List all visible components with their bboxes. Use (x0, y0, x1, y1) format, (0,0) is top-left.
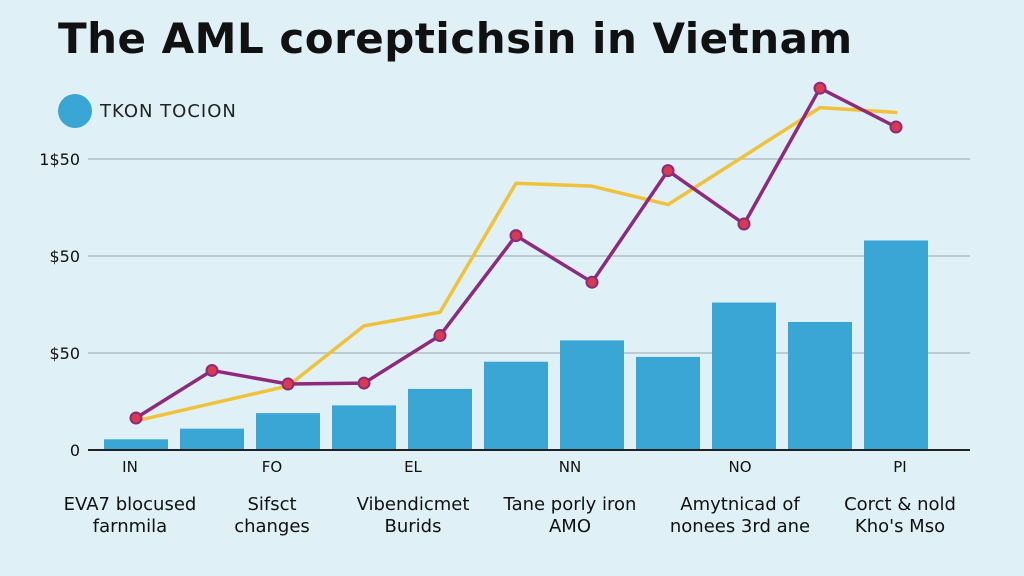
x-category-label: Corct & nold (844, 494, 956, 515)
y-tick-label: $50 (49, 247, 80, 266)
bar (560, 340, 624, 450)
series-line-purple-point (813, 81, 827, 95)
series-line-purple-point (281, 377, 295, 391)
bar (408, 388, 472, 450)
series-line-purple-point (129, 411, 143, 425)
series-line-purple-point (737, 217, 751, 231)
y-tick-label: 0 (70, 441, 80, 460)
x-tick-code: PI (893, 458, 906, 476)
x-category-label: Tane porly iron (503, 494, 637, 515)
legend-swatch (58, 94, 92, 128)
x-category-label: changes (234, 516, 310, 537)
x-category-label: AMO (549, 516, 591, 537)
bar (256, 413, 320, 450)
bar (636, 356, 700, 450)
chart-title: The AML coreptichsin in Vietnam (58, 14, 853, 63)
series-line-purple-point (889, 120, 903, 134)
x-category-label: Kho's Mso (855, 516, 945, 537)
x-category-label: Vibendicmet (357, 494, 470, 515)
series-line-purple-point (585, 275, 599, 289)
series-line-yellow (134, 105, 898, 423)
x-tick-code: NN (559, 458, 581, 476)
series-line-purple-point (661, 164, 675, 178)
x-category-label: Burids (385, 516, 442, 537)
x-category-label: Sifsct (247, 494, 296, 515)
bars (104, 240, 928, 450)
x-tick-code: NO (728, 458, 751, 476)
series-line-purple-point (509, 229, 523, 243)
x-category-label: nonees 3rd ane (670, 516, 810, 537)
series-line-purple-point (205, 363, 219, 377)
bar (864, 240, 928, 450)
bar (484, 361, 548, 450)
x-category-label: EVA7 blocused (64, 494, 197, 515)
y-tick-label: $50 (49, 344, 80, 363)
x-tick-code: FO (262, 458, 282, 476)
bar (332, 405, 396, 450)
x-category-label: farnmila (93, 516, 167, 537)
bar (180, 428, 244, 450)
x-tick-code: IN (122, 458, 138, 476)
bar (788, 321, 852, 450)
bar (104, 439, 168, 450)
bar (712, 302, 776, 450)
series-lines (129, 81, 903, 425)
axis-labels: 0 $50 $50 1$50 IN FO EL NN NO PI EVA7 blocusedfarn… (39, 150, 956, 537)
y-tick-label: 1$50 (39, 150, 80, 169)
x-tick-code: EL (404, 458, 422, 476)
series-line-purple-point (357, 376, 371, 390)
x-category-label: Amytnicad of (680, 494, 800, 515)
legend-label: TKON TOCION (100, 100, 237, 122)
legend: TKON TOCION (58, 94, 237, 128)
series-line-purple-point (433, 329, 447, 343)
